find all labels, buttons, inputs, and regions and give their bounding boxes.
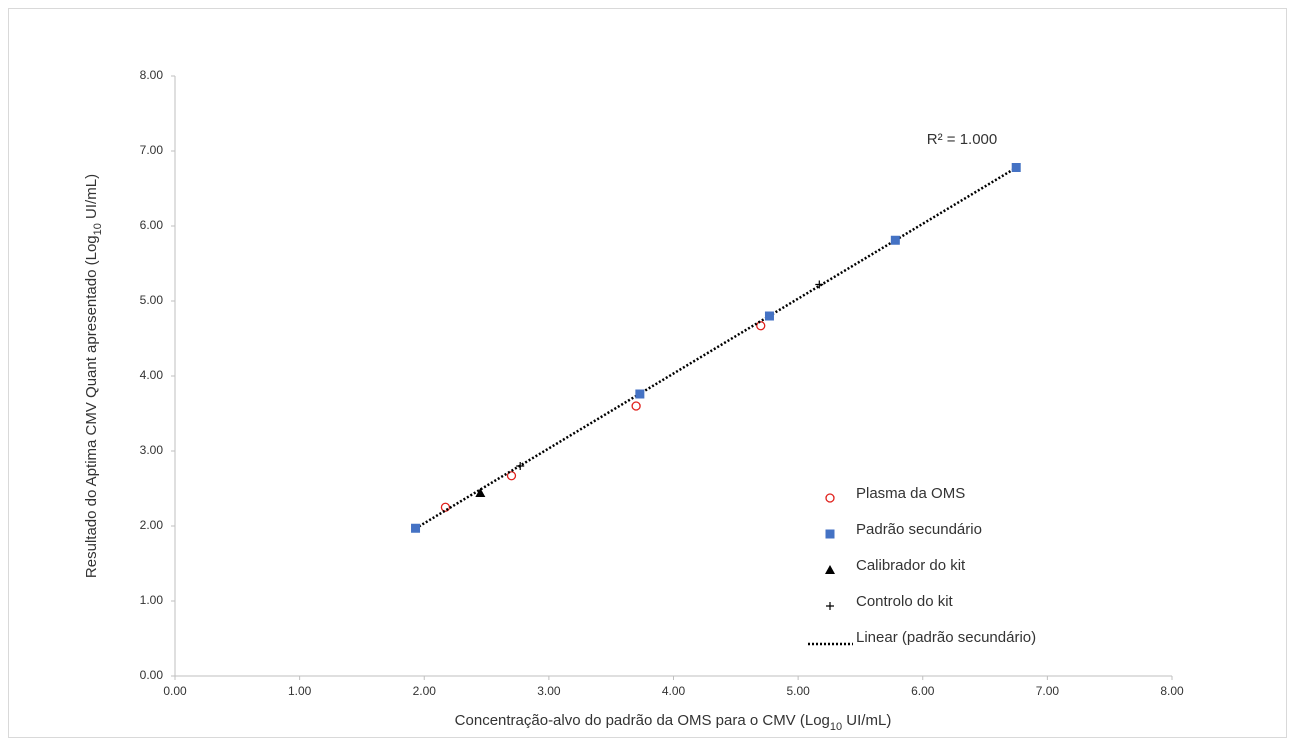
marker-square [764, 311, 774, 321]
marker-circle [825, 493, 835, 503]
y-tick-label: 2.00 [140, 518, 164, 532]
marker-circle [506, 471, 517, 481]
y-tick-label: 6.00 [140, 218, 164, 232]
trendline [414, 166, 1017, 530]
x-tick-label: 0.00 [163, 684, 187, 698]
marker-square [635, 389, 645, 399]
x-tick-label: 8.00 [1160, 684, 1184, 698]
marker-square [1011, 163, 1021, 172]
y-tick-label: 0.00 [140, 668, 164, 682]
x-tick-label: 7.00 [1036, 684, 1060, 698]
y-label: Resultado do Aptima CMV Quant apresentad… [83, 174, 104, 578]
x-tick-label: 6.00 [911, 684, 935, 698]
marker-triangle [475, 488, 486, 497]
label-part: UI/mL) [83, 174, 100, 223]
legend-label: Calibrador do kit [856, 557, 966, 574]
label-part: Concentração-alvo do padrão da OMS para … [455, 712, 830, 729]
marker-plus [516, 462, 525, 470]
marker-square [890, 235, 900, 245]
y-tick-label: 4.00 [140, 368, 164, 382]
marker-plus [815, 280, 824, 289]
marker-square [825, 529, 835, 539]
marker-triangle [825, 565, 835, 574]
x-tick-label: 5.00 [786, 684, 810, 698]
y-tick-label: 3.00 [140, 443, 164, 457]
legend-label: Controlo do kit [856, 593, 954, 610]
subscript: 10 [92, 223, 104, 235]
x-tick-label: 3.00 [537, 684, 561, 698]
y-tick-label: 7.00 [140, 143, 164, 157]
x-tick-label: 1.00 [288, 684, 312, 698]
chart-frame [8, 8, 1287, 738]
subscript: 10 [830, 721, 842, 733]
label-part: Resultado do Aptima CMV Quant apresentad… [83, 235, 100, 578]
legend-label: Linear (padrão secundário) [856, 629, 1036, 646]
marker-plus [826, 602, 834, 610]
annotation: R² = 1.000 [927, 131, 997, 148]
legend-label: Padrão secundário [856, 521, 982, 538]
marker-circle [756, 321, 766, 331]
legend-label: Plasma da OMS [856, 485, 965, 502]
marker-square [411, 523, 421, 533]
y-tick-label: 5.00 [140, 293, 164, 307]
y-tick-label: 8.00 [140, 68, 164, 82]
label-part: UI/mL) [842, 712, 891, 729]
marker-circle [631, 401, 641, 411]
x-tick-label: 2.00 [413, 684, 437, 698]
x-label: Concentração-alvo do padrão da OMS para … [455, 712, 892, 733]
x-tick-label: 4.00 [662, 684, 686, 698]
y-tick-label: 1.00 [140, 593, 164, 607]
